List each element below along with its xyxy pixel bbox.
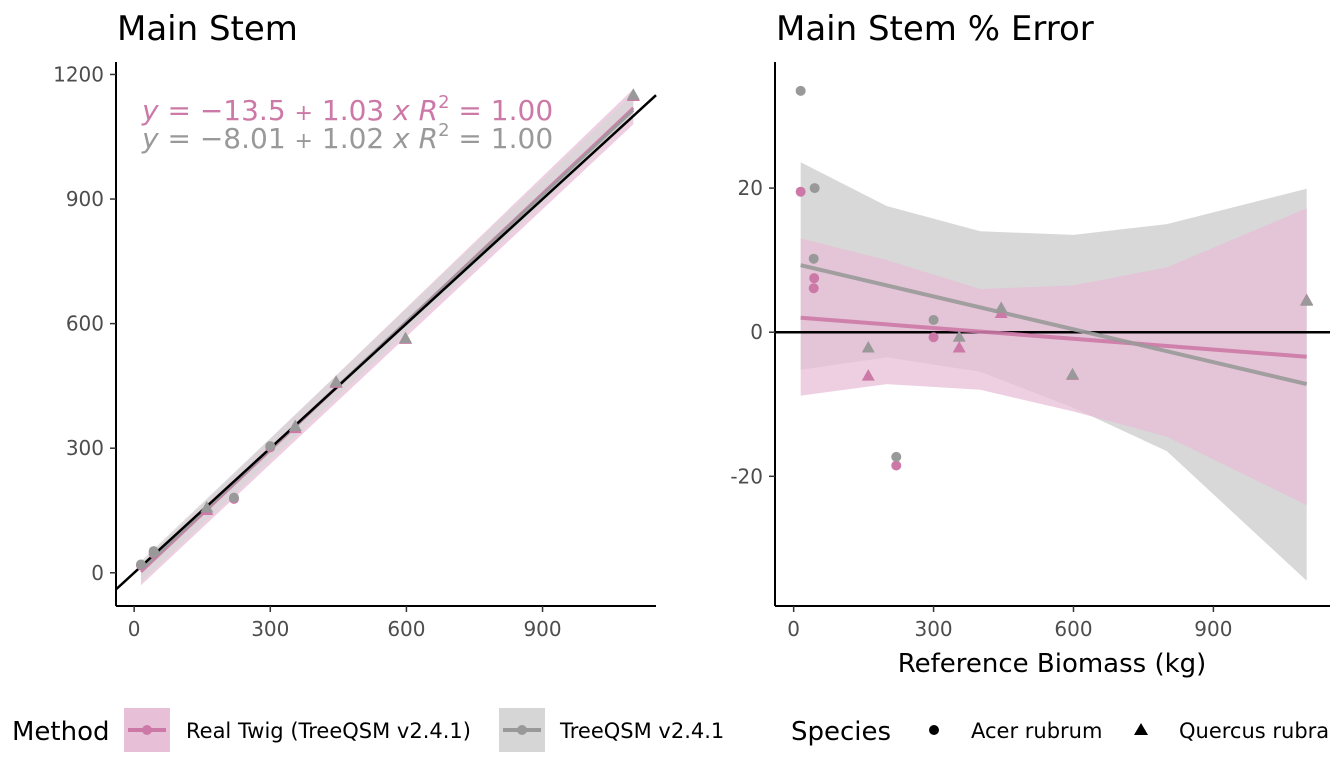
- data-point: [994, 301, 1008, 313]
- data-point: [952, 330, 966, 342]
- y-tick-label: 600: [66, 312, 104, 336]
- data-point: [928, 314, 939, 325]
- one-to-one-line: [115, 94, 657, 591]
- data-point: [329, 375, 343, 387]
- regression-line: [800, 315, 1307, 359]
- data-point: [891, 460, 902, 471]
- legend-species-title: Species: [791, 717, 891, 747]
- y-tick-label: 0: [91, 561, 104, 585]
- panel-main-stem-error: Main Stem % Error 0 300 600 900 -20 0 20 Refer…: [730, 9, 1330, 679]
- eq-slope: 1.02: [313, 122, 393, 155]
- eq-x: x: [392, 94, 410, 127]
- legend-item-treeqsm: TreeQSM v2.4.1: [559, 719, 724, 743]
- data-point: [809, 273, 820, 284]
- x-axis-label: Reference Biomass (kg): [898, 649, 1207, 679]
- legend: Method Real Twig (TreeQSM v2.4.1) TreeQS…: [12, 708, 1329, 752]
- eq-lhs: y: [141, 122, 159, 155]
- eq-r2-value: = 1.00: [450, 94, 554, 127]
- confidence-band: [140, 93, 634, 582]
- data-point: [200, 500, 214, 513]
- eq-plus: +: [295, 101, 313, 126]
- y-tick-label: 300: [66, 436, 104, 460]
- data-point: [149, 547, 160, 558]
- x-tick-label: 900: [1194, 617, 1232, 641]
- data-point: [228, 492, 239, 503]
- x-tick-label: 600: [387, 617, 425, 641]
- panel-main-stem: Main Stem 0 300 600 900 0 300 600 900 1200 y = −…: [53, 9, 657, 641]
- x-tick-label: 0: [128, 617, 141, 641]
- eq-slope: 1.03: [313, 94, 393, 127]
- x-tick-label: 300: [914, 617, 952, 641]
- eq-r: R: [410, 122, 438, 155]
- x-tick-label: 300: [251, 617, 289, 641]
- data-point: [288, 419, 302, 432]
- data-point: [795, 186, 806, 197]
- eq-r2-value: = 1.00: [450, 122, 554, 155]
- panel-title-main-stem-error: Main Stem % Error: [776, 9, 1094, 49]
- eq-intercept: = −13.5: [159, 94, 295, 127]
- x-tick-label: 600: [1054, 617, 1092, 641]
- circle-icon: [929, 725, 939, 735]
- data-point: [808, 253, 819, 264]
- y-tick-label: 0: [750, 320, 763, 344]
- eq-r-sup: 2: [438, 92, 449, 113]
- legend-key-treeqsm-dot: [517, 725, 527, 735]
- x-tick-label: 0: [787, 617, 800, 641]
- regression-equation: y = −8.01 + 1.02 x R2 = 1.00: [141, 120, 553, 155]
- data-point: [861, 369, 875, 381]
- legend-item-acer-rubrum: Acer rubrum: [971, 719, 1102, 743]
- data-point: [265, 441, 276, 452]
- y-tick-label: 900: [66, 187, 104, 211]
- regression-line: [800, 263, 1308, 387]
- panel-title-main-stem: Main Stem: [117, 9, 298, 49]
- y-tick-label: -20: [730, 464, 763, 488]
- eq-r: R: [410, 94, 438, 127]
- triangle-icon: [1134, 723, 1148, 735]
- data-point: [952, 341, 966, 353]
- data-point: [809, 183, 820, 194]
- y-tick-label: 1200: [53, 62, 104, 86]
- eq-intercept: = −8.01: [159, 122, 295, 155]
- confidence-band: [800, 208, 1307, 506]
- data-point: [795, 85, 806, 96]
- legend-item-real-twig: Real Twig (TreeQSM v2.4.1): [186, 719, 471, 743]
- data-point: [861, 341, 875, 353]
- y-tick-label: 20: [738, 176, 763, 200]
- data-point: [1066, 367, 1080, 380]
- legend-key-real-twig-dot: [142, 725, 152, 735]
- data-point: [808, 283, 819, 294]
- eq-x: x: [392, 122, 410, 155]
- legend-item-quercus-rubra: Quercus rubra: [1179, 719, 1329, 743]
- eq-plus: +: [295, 129, 313, 154]
- data-point: [626, 88, 640, 100]
- regression-equation: y = −13.5 + 1.03 x R2 = 1.00: [141, 92, 553, 127]
- eq-r-sup: 2: [438, 120, 449, 141]
- data-point: [928, 332, 939, 343]
- data-point: [1300, 294, 1314, 306]
- legend-method-title: Method: [12, 717, 110, 747]
- data-point: [399, 331, 413, 344]
- data-point: [891, 451, 902, 462]
- x-tick-label: 900: [523, 617, 561, 641]
- data-point: [135, 559, 146, 570]
- eq-lhs: y: [141, 94, 159, 127]
